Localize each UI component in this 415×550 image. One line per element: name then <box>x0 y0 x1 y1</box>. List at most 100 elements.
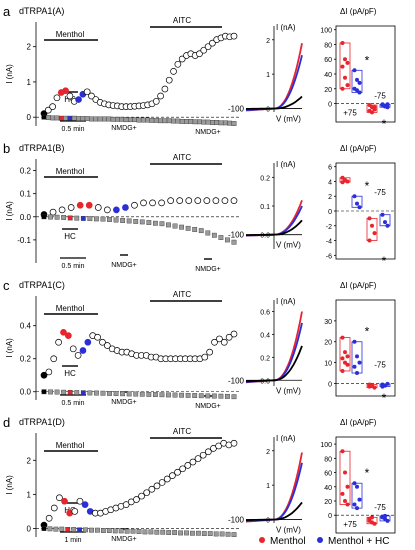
outward-current-point <box>200 46 208 54</box>
inward-current-point <box>178 530 183 536</box>
outward-current-point <box>148 485 156 493</box>
inward-current-point <box>153 117 159 123</box>
inward-current-point <box>192 393 198 398</box>
iv-y-tick-label: 0 <box>266 518 270 525</box>
outward-current-point <box>157 92 164 100</box>
outward-current-point <box>79 347 87 354</box>
inward-current-point <box>115 116 120 122</box>
inward-current-point <box>172 392 178 398</box>
inward-current-point <box>107 217 112 222</box>
menthol-plus75-point <box>340 491 345 496</box>
hc-plus75-point <box>355 201 359 206</box>
hc-plus75-point <box>357 497 362 502</box>
inward-current-point <box>77 527 83 533</box>
outward-current-point <box>158 479 166 486</box>
inward-current-point <box>139 219 145 225</box>
density-group-label: -75 <box>374 360 386 369</box>
menthol-minus75-box <box>366 217 378 241</box>
density-y-tick-label: 40 <box>324 72 332 79</box>
menthol-plus75-point <box>340 449 345 454</box>
outward-current-point <box>230 197 238 204</box>
outward-current-point <box>165 76 173 84</box>
inward-current-point <box>162 118 168 124</box>
inward-current-point <box>184 119 189 124</box>
menthol-minus75-point <box>372 385 377 390</box>
inward-current-point <box>112 528 118 534</box>
outward-current-point <box>204 43 212 51</box>
iv-y-tick-label: 0.1 <box>260 204 270 211</box>
outward-current-point <box>143 489 151 497</box>
hc-minus75-box <box>379 214 391 227</box>
menthol-plus75-point <box>343 499 347 503</box>
inward-current-point <box>225 393 230 399</box>
outward-current-point <box>113 206 120 214</box>
inward-current-point <box>198 228 204 234</box>
density-y-tick-label: 40 <box>324 485 332 492</box>
inward-current-point <box>100 216 106 222</box>
outward-current-point <box>55 338 62 346</box>
significance-star: * <box>382 117 387 131</box>
nmdg-label: NMDG+ <box>195 266 220 273</box>
outward-current-point <box>103 206 111 214</box>
density-y-tick-label: 0 <box>328 102 332 109</box>
inward-current-point <box>80 390 86 396</box>
iv-x-label: V (mV) <box>276 526 301 535</box>
inward-current-point <box>171 118 176 124</box>
menthol-plus75-point <box>345 83 350 88</box>
inward-current-point <box>50 115 56 121</box>
outward-current-point <box>56 494 63 502</box>
outward-current-point <box>88 92 95 100</box>
density-y-tick-label: 20 <box>324 87 332 94</box>
inward-current-point <box>87 216 93 222</box>
iv-curve-black <box>245 345 303 383</box>
aitc-label: AITC <box>173 427 191 436</box>
legend-label-menthol-hc: Menthol + HC <box>328 536 389 547</box>
inward-current-point <box>207 531 213 536</box>
menthol-plus75-point <box>345 354 350 359</box>
inward-current-point <box>214 120 220 125</box>
panel-letter: a <box>3 4 11 19</box>
inward-current-point <box>148 529 154 535</box>
density-group-label: +75 <box>343 109 357 118</box>
inward-current-point <box>53 526 59 532</box>
hc-label: HC <box>64 369 76 378</box>
menthol-plus75-box <box>339 42 351 90</box>
inward-current-point <box>160 529 166 535</box>
inward-current-point <box>231 121 237 126</box>
outward-current-point <box>211 338 218 346</box>
aitc-label: AITC <box>173 16 191 25</box>
inward-current-point <box>172 530 178 535</box>
density-y-tick-label: 4 <box>328 179 332 186</box>
hc-minus75-point <box>385 381 390 386</box>
time-scale-label: 1 min <box>64 537 81 544</box>
inward-current-point <box>123 117 129 123</box>
outward-current-point <box>161 85 169 93</box>
density-y-tick-label: 20 <box>324 499 332 506</box>
inward-current-point <box>179 224 184 230</box>
inward-current-point <box>67 115 73 121</box>
iv-x-tick-label: -100 <box>228 231 245 240</box>
inward-current-point <box>84 116 90 121</box>
inward-current-point <box>195 530 201 536</box>
inward-current-point <box>140 117 146 123</box>
nmdg-label: NMDG+ <box>195 129 220 136</box>
hc-plus75-box <box>351 69 363 93</box>
inward-current-point <box>67 215 73 221</box>
outward-current-point <box>174 468 181 476</box>
density-group-label: -75 <box>374 92 386 101</box>
menthol-plus75-point <box>340 335 345 340</box>
inward-current-point <box>192 227 198 232</box>
iv-y-label: I (nA) <box>276 297 296 306</box>
inward-current-point <box>76 116 81 121</box>
outward-current-point <box>185 197 193 204</box>
density-group-label: +75 <box>343 520 357 529</box>
menthol-label: Menthol <box>56 441 85 450</box>
inward-current-point <box>124 528 130 534</box>
legend-marker-menthol-hc <box>317 537 323 543</box>
time-trace-y-tick-label: 2 <box>27 456 32 465</box>
hc-plus75-point <box>355 77 359 82</box>
iv-y-tick-label: 0.2 <box>260 355 270 362</box>
inward-current-point <box>166 222 171 228</box>
iv-x-tick-label: -100 <box>228 105 245 114</box>
outward-current-point <box>122 204 129 211</box>
